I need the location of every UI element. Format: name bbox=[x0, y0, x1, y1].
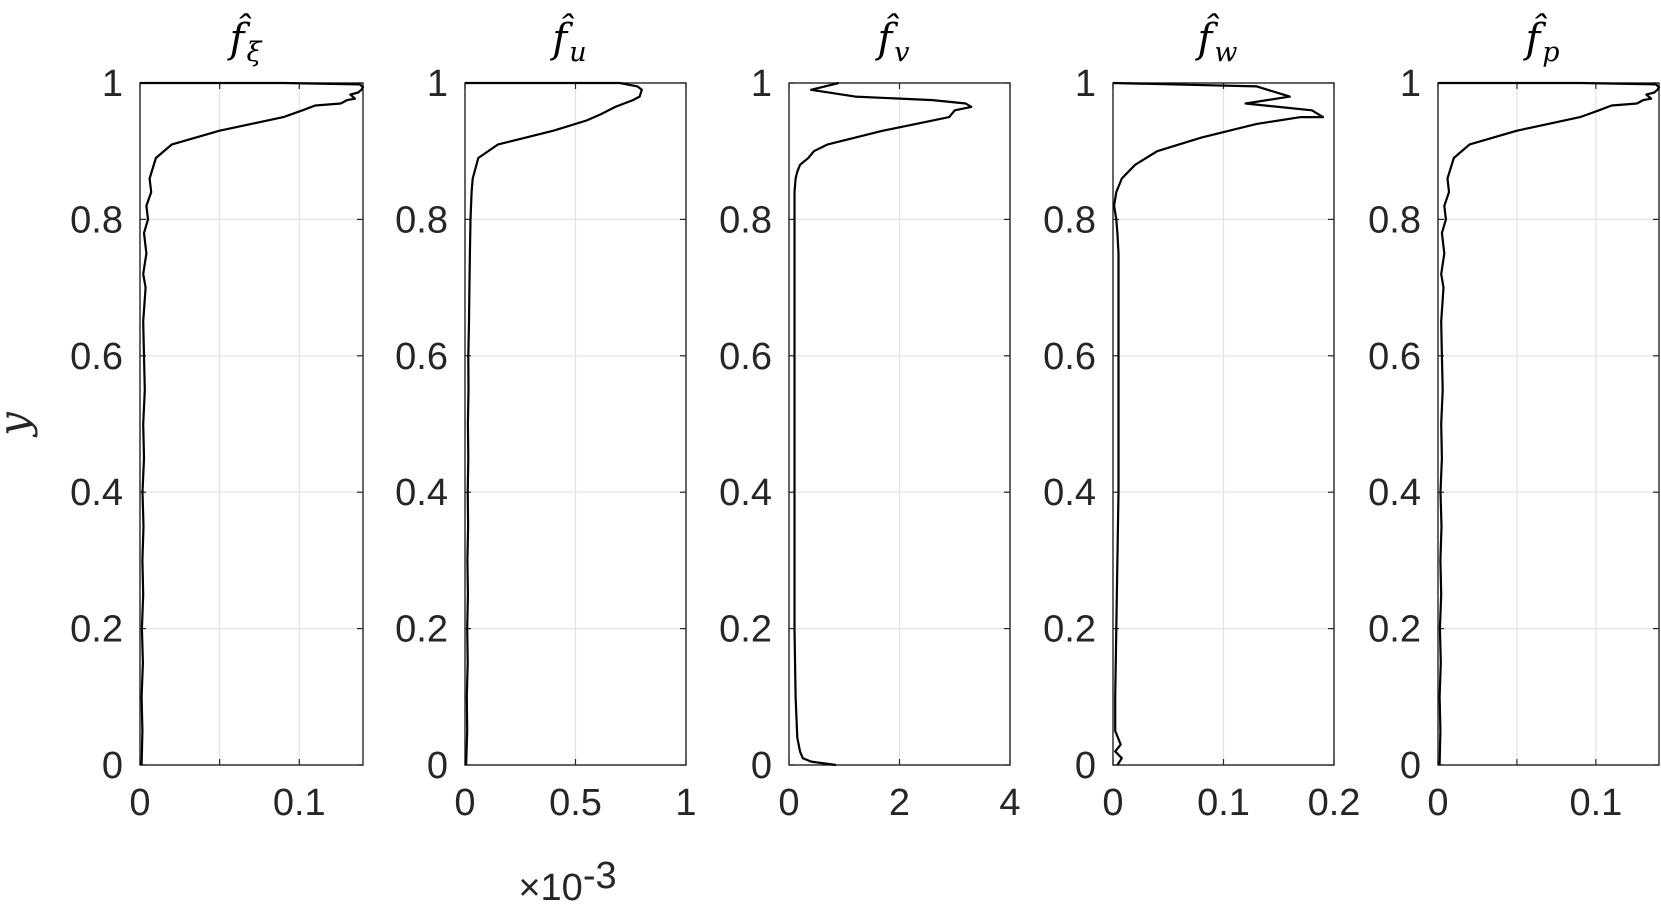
y-tick-label: 0 bbox=[1075, 745, 1096, 787]
y-tick-label: 0.2 bbox=[1368, 609, 1421, 651]
y-tick-label: 0.6 bbox=[719, 336, 772, 378]
y-tick-label: 0.2 bbox=[395, 609, 448, 651]
panel-title: f̂u bbox=[549, 14, 586, 68]
y-tick-label: 0.4 bbox=[70, 472, 123, 514]
y-tick-label: 0.4 bbox=[1368, 472, 1421, 514]
chart-panel-2: 0 0.5 1 0 0.2 0.4 0.6 0.8 1 f̂u ×10-3 bbox=[395, 14, 696, 909]
x-tick-label: 4 bbox=[999, 782, 1020, 824]
panel-title: f̂p bbox=[1522, 14, 1559, 68]
chart-panel-3: 0 2 4 0 0.2 0.4 0.6 0.8 1 f̂v bbox=[719, 14, 1020, 824]
y-tick-label: 0 bbox=[102, 745, 123, 787]
axes-frame bbox=[1437, 82, 1660, 766]
y-tick-label: 0.4 bbox=[719, 472, 772, 514]
y-axis-label: y bbox=[0, 411, 38, 438]
x-tick-label: 0 bbox=[778, 782, 799, 824]
panel-title: f̂v bbox=[874, 14, 909, 68]
data-series-line bbox=[793, 81, 973, 767]
chart-panel-4: 0 0.1 0.2 0 0.2 0.4 0.6 0.8 1 f̂w bbox=[1043, 14, 1360, 824]
x-tick-label: 2 bbox=[889, 782, 910, 824]
x-tick-label: 0 bbox=[129, 782, 150, 824]
chart-panel-1: 0 0.1 0 0.2 0.4 0.6 0.8 1 f̂ξ y bbox=[0, 14, 365, 824]
data-series-line bbox=[140, 81, 365, 766]
y-tick-label: 1 bbox=[102, 63, 123, 105]
data-series-line bbox=[1112, 81, 1325, 766]
x-tick-label: 0 bbox=[454, 782, 475, 824]
chart-panel-5: 0 0.1 0 0.2 0.4 0.6 0.8 1 f̂p bbox=[1368, 14, 1661, 824]
x-axis-multiplier: ×10-3 bbox=[518, 855, 616, 909]
y-tick-label: 0 bbox=[751, 745, 772, 787]
panel-title: f̂w bbox=[1195, 14, 1238, 68]
x-tick-label: 1 bbox=[675, 782, 696, 824]
data-series-line bbox=[465, 81, 643, 766]
y-tick-label: 0.2 bbox=[719, 609, 772, 651]
y-tick-label: 0.2 bbox=[70, 609, 123, 651]
x-tick-label: 0.1 bbox=[273, 782, 326, 824]
x-tick-label: 0 bbox=[1102, 782, 1123, 824]
x-tick-label: 0.1 bbox=[1197, 782, 1250, 824]
y-tick-label: 0.4 bbox=[395, 472, 448, 514]
y-tick-label: 1 bbox=[427, 63, 448, 105]
y-tick-label: 0 bbox=[427, 745, 448, 787]
y-tick-label: 0.6 bbox=[1368, 336, 1421, 378]
y-tick-label: 0.8 bbox=[1368, 199, 1421, 241]
x-tick-label: 0.1 bbox=[1569, 782, 1622, 824]
axes-frame bbox=[139, 82, 364, 766]
panel-title: f̂ξ bbox=[227, 14, 263, 68]
y-tick-label: 0.8 bbox=[395, 199, 448, 241]
y-tick-label: 0.6 bbox=[1043, 336, 1096, 378]
y-tick-label: 1 bbox=[1075, 63, 1096, 105]
y-tick-label: 0.4 bbox=[1043, 472, 1096, 514]
y-tick-label: 0 bbox=[1400, 745, 1421, 787]
y-tick-label: 0.2 bbox=[1043, 609, 1096, 651]
y-tick-label: 0.8 bbox=[70, 199, 123, 241]
y-tick-label: 0.6 bbox=[70, 336, 123, 378]
y-tick-label: 0.8 bbox=[1043, 199, 1096, 241]
data-series-line bbox=[1438, 81, 1661, 766]
y-tick-label: 1 bbox=[751, 63, 772, 105]
x-tick-label: 0.5 bbox=[549, 782, 602, 824]
x-tick-label: 0.2 bbox=[1308, 782, 1361, 824]
y-tick-label: 1 bbox=[1400, 63, 1421, 105]
x-tick-label: 0 bbox=[1427, 782, 1448, 824]
y-tick-label: 0.8 bbox=[719, 199, 772, 241]
y-tick-label: 0.6 bbox=[395, 336, 448, 378]
